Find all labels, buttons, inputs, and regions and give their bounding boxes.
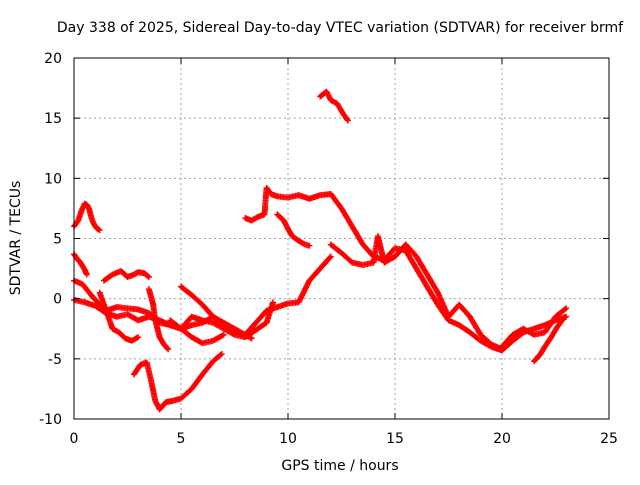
- x-tick-label: 0: [70, 431, 79, 447]
- data-point: [344, 117, 351, 124]
- x-tick-label: 5: [177, 431, 186, 447]
- grid-layer: [74, 58, 609, 419]
- data-point: [248, 335, 255, 342]
- y-tick-label: 10: [44, 171, 62, 187]
- series-track-14: [327, 233, 505, 353]
- data-point: [561, 314, 568, 321]
- x-tick-label: 10: [279, 431, 297, 447]
- data-point: [144, 273, 151, 280]
- data-point: [270, 299, 277, 306]
- data-point: [133, 334, 140, 341]
- data-point: [563, 305, 570, 312]
- data-point: [344, 116, 351, 123]
- series-track-7: [96, 289, 142, 344]
- y-tick-label: 5: [53, 232, 62, 248]
- y-tick-label: 15: [44, 111, 62, 127]
- x-tick-label: 25: [600, 431, 618, 447]
- data-point: [96, 227, 103, 234]
- data-point: [327, 253, 334, 260]
- x-tick-label: 20: [493, 431, 511, 447]
- data-point: [560, 316, 567, 323]
- series-track-6: [145, 286, 172, 353]
- series-track-10: [167, 317, 227, 347]
- x-axis-label: GPS time / hours: [281, 458, 398, 474]
- series-track-13: [317, 88, 351, 124]
- data-point: [306, 242, 313, 249]
- data-point: [220, 331, 227, 338]
- data-point: [165, 346, 172, 353]
- y-tick-label: 20: [44, 51, 62, 67]
- series-track-12: [274, 211, 313, 249]
- series-track-15: [499, 305, 570, 350]
- data-layer: [71, 88, 570, 413]
- chart-title: Day 338 of 2025, Sidereal Day-to-day VTE…: [57, 20, 624, 36]
- y-tick-label: 0: [53, 292, 62, 308]
- tick-layer: 0 5 10 15 20 25 -10 -5 0 5 10 15 20: [39, 51, 618, 447]
- data-point: [326, 254, 333, 261]
- y-tick-label: -10: [39, 412, 62, 428]
- y-tick-label: -5: [48, 352, 62, 368]
- data-point: [300, 240, 307, 247]
- data-point: [164, 345, 171, 352]
- data-point: [217, 352, 224, 359]
- series-track-11: [242, 184, 570, 354]
- data-point: [145, 274, 152, 281]
- series-track-1: [71, 200, 103, 234]
- data-point: [218, 351, 225, 358]
- data-point: [562, 306, 569, 313]
- series-track-5: [100, 267, 152, 284]
- x-tick-label: 15: [386, 431, 404, 447]
- data-point: [247, 334, 254, 341]
- y-axis-label: SDTVAR / TECUs: [8, 181, 24, 296]
- series-track-9: [130, 351, 225, 413]
- data-point: [135, 334, 142, 341]
- series-track-16: [531, 314, 568, 365]
- series-track-8: [178, 283, 255, 342]
- data-point: [83, 271, 90, 278]
